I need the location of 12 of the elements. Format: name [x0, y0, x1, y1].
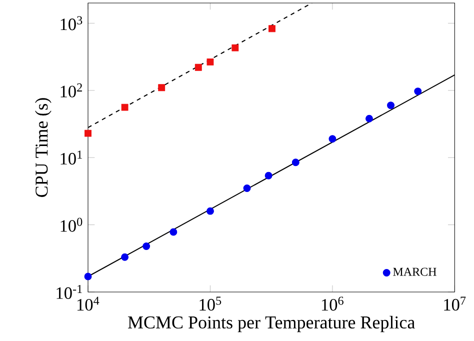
x-tick-label: 10$^{5}$ — [200, 296, 222, 311]
x-tick-label: 10$^{7}$ — [444, 296, 466, 311]
x-axis-title: MCMC Points per Temperature Replica — [128, 316, 415, 332]
x-tick-label: 10$^{4}$ — [78, 296, 100, 311]
y-tick-label: 10$^{1}$ — [60, 150, 82, 165]
legend-label: MARCH — [393, 268, 436, 276]
y-axis-title: CPU Time (s) — [35, 98, 52, 197]
x-tick-label: 10$^{6}$ — [322, 296, 344, 311]
y-tick-label: 10$^{-1}$ — [56, 284, 82, 299]
y-tick-label: 10$^{2}$ — [60, 83, 82, 98]
y-tick-label: 10$^{3}$ — [60, 16, 82, 30]
y-tick-label: 10$^{0}$ — [60, 218, 82, 232]
